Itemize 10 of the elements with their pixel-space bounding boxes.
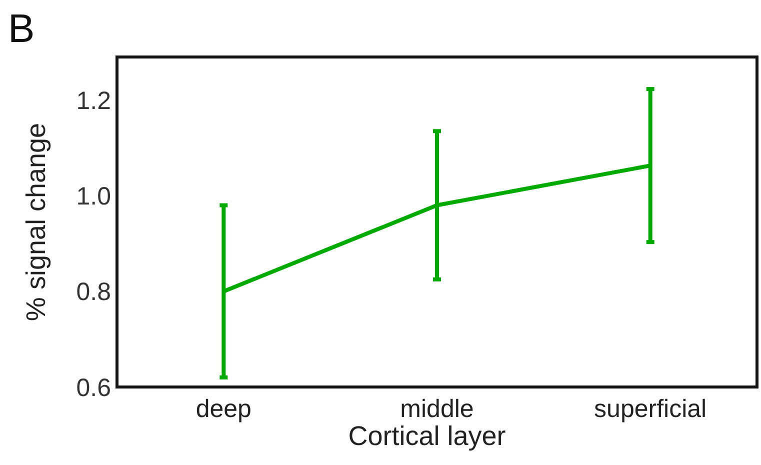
text: B — [8, 7, 35, 51]
x-tick-label: superficial — [594, 395, 707, 423]
y-tick-label: 1.2 — [76, 86, 111, 115]
y-tick-label: 1.0 — [76, 182, 111, 210]
x-tick-label: deep — [196, 395, 252, 423]
y-tick-label: 0.8 — [76, 278, 111, 306]
y-tick-label: 0.6 — [76, 374, 111, 402]
x-axis-title: Cortical layer — [348, 421, 506, 451]
y-axis-title: % signal change — [21, 122, 51, 322]
x-tick-label: middle — [400, 395, 474, 423]
